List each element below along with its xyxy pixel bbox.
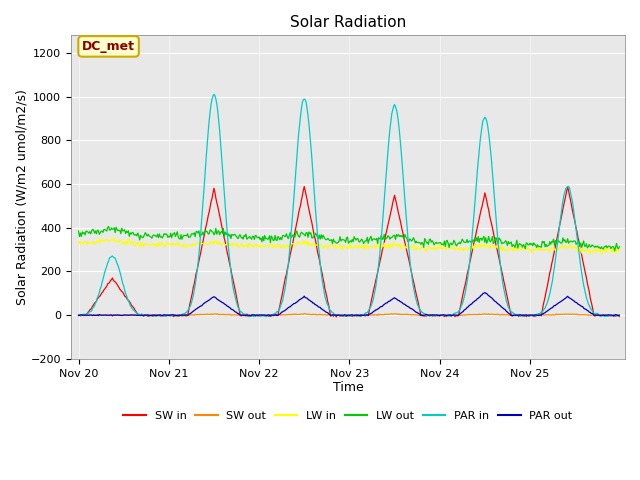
- Title: Solar Radiation: Solar Radiation: [290, 15, 406, 30]
- Line: SW out: SW out: [79, 313, 620, 316]
- PAR in: [266, 313, 273, 319]
- Line: LW in: LW in: [79, 239, 620, 254]
- PAR in: [548, 277, 556, 283]
- LW in: [401, 243, 409, 249]
- PAR in: [246, 314, 253, 320]
- SW in: [616, 314, 623, 320]
- Y-axis label: Solar Radiation (W/m2 umol/m2/s): Solar Radiation (W/m2 umol/m2/s): [15, 89, 28, 305]
- LW in: [548, 246, 556, 252]
- Legend: SW in, SW out, LW in, LW out, PAR in, PAR out: SW in, SW out, LW in, LW out, PAR in, PA…: [119, 407, 577, 425]
- Line: PAR in: PAR in: [79, 95, 620, 317]
- PAR in: [77, 312, 85, 318]
- PAR in: [442, 312, 449, 318]
- X-axis label: Time: Time: [333, 382, 364, 395]
- SW in: [77, 312, 85, 317]
- LW in: [111, 236, 118, 241]
- PAR out: [158, 313, 166, 319]
- PAR out: [401, 301, 409, 307]
- SW in: [548, 257, 556, 263]
- LW in: [75, 240, 83, 245]
- PAR out: [265, 312, 273, 318]
- SW out: [77, 312, 85, 318]
- LW in: [440, 245, 448, 251]
- PAR out: [481, 290, 489, 296]
- SW in: [442, 312, 449, 318]
- SW in: [402, 244, 410, 250]
- LW in: [616, 246, 623, 252]
- Line: PAR out: PAR out: [79, 293, 620, 316]
- PAR in: [210, 92, 218, 97]
- SW in: [332, 314, 340, 320]
- SW out: [336, 313, 344, 319]
- SW in: [586, 295, 594, 300]
- PAR in: [75, 312, 83, 318]
- LW in: [586, 247, 593, 252]
- PAR out: [440, 312, 448, 318]
- SW out: [586, 312, 594, 318]
- LW out: [586, 242, 593, 248]
- PAR out: [586, 310, 594, 315]
- SW out: [616, 312, 623, 318]
- LW out: [611, 248, 618, 254]
- PAR out: [616, 312, 623, 318]
- SW out: [402, 312, 410, 317]
- Line: SW in: SW in: [79, 187, 620, 317]
- PAR in: [586, 305, 594, 311]
- SW in: [300, 184, 308, 190]
- PAR out: [548, 305, 556, 311]
- PAR in: [616, 313, 623, 319]
- SW out: [264, 312, 271, 318]
- SW in: [264, 312, 271, 318]
- SW out: [75, 312, 83, 318]
- PAR out: [75, 312, 83, 318]
- LW in: [586, 251, 594, 257]
- LW in: [77, 239, 85, 245]
- SW out: [300, 311, 308, 316]
- SW out: [548, 312, 556, 317]
- PAR out: [77, 312, 85, 318]
- LW out: [105, 224, 113, 229]
- LW out: [616, 244, 623, 250]
- Text: DC_met: DC_met: [82, 40, 135, 53]
- LW out: [265, 236, 273, 241]
- LW out: [77, 234, 85, 240]
- LW out: [548, 239, 556, 244]
- LW out: [75, 228, 83, 234]
- LW out: [401, 231, 409, 237]
- PAR in: [402, 209, 410, 215]
- SW in: [75, 312, 83, 318]
- LW in: [265, 244, 273, 250]
- SW out: [442, 312, 449, 318]
- Line: LW out: LW out: [79, 227, 620, 251]
- LW out: [440, 238, 448, 244]
